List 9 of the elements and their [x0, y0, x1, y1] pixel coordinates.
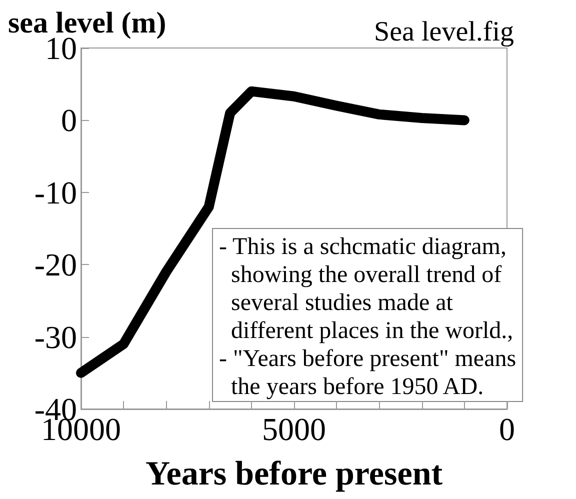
y-tick-label: -10: [34, 174, 77, 210]
x-axis-title: Years before present: [145, 456, 444, 492]
annotation: - This is a schcmatic diagram, showing the overall trend of several studies made at different places in the world., - "Years before present" means the years before 1950 AD.: [219, 234, 516, 400]
y-tick-label: -30: [34, 318, 77, 355]
x-tick-label: 0: [499, 411, 515, 447]
y-tick-label: 0: [61, 102, 77, 138]
text: Sea level.fig: [374, 16, 514, 48]
x-tick-label: 5000: [262, 411, 326, 447]
y-tick-label: -20: [34, 246, 77, 283]
